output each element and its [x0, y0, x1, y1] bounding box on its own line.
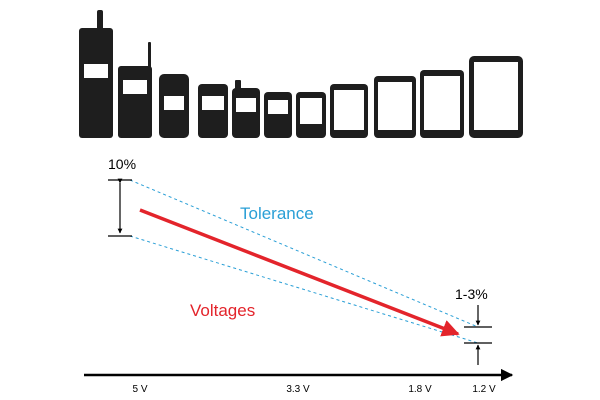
- voltages-arrow: [139, 208, 460, 337]
- tolerance-label: Tolerance: [240, 204, 314, 223]
- smartphone-icon: [330, 84, 368, 138]
- tolerance-upper-line: [129, 179, 479, 328]
- tolerance-lower-line: [129, 235, 479, 344]
- ten-percent-bracket: [108, 178, 132, 237]
- tick-label-3-3v: 3.3 V: [286, 384, 310, 395]
- brick-phone-icon: [79, 10, 113, 138]
- flip-phone-icon: [159, 74, 189, 138]
- voltages-label: Voltages: [190, 301, 255, 320]
- mini-phone-icon: [264, 92, 292, 138]
- large-smartphone-icon: [374, 76, 416, 138]
- tick-label-1-8v: 1.8 V: [408, 384, 432, 395]
- tablet-icon: [469, 56, 523, 138]
- square-phone-icon: [296, 92, 326, 138]
- devices-row: [79, 10, 523, 138]
- phablet-icon: [420, 70, 464, 138]
- small-antenna-phone-icon: [232, 80, 260, 138]
- candybar-phone-antenna-icon: [118, 42, 152, 138]
- compact-phone-icon: [198, 84, 228, 138]
- tolerance-bottom-label: 1-3%: [455, 286, 488, 302]
- one-to-three-percent-bracket: [464, 305, 492, 365]
- tick-label-5v: 5 V: [132, 384, 147, 395]
- tolerance-band: [129, 179, 479, 344]
- tolerance-top-label: 10%: [108, 156, 136, 172]
- tick-label-1-2v: 1.2 V: [472, 384, 496, 395]
